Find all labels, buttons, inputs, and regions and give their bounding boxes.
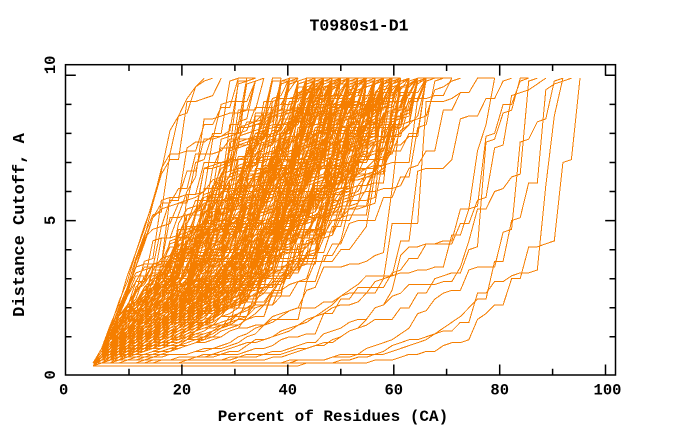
svg-text:Distance Cutoff, A: Distance Cutoff, A bbox=[11, 132, 30, 316]
svg-text:10: 10 bbox=[42, 55, 60, 74]
svg-text:40: 40 bbox=[278, 381, 297, 399]
svg-text:5: 5 bbox=[42, 216, 60, 225]
svg-text:20: 20 bbox=[173, 381, 192, 399]
svg-text:60: 60 bbox=[384, 381, 403, 399]
svg-text:Percent of Residues (CA): Percent of Residues (CA) bbox=[218, 408, 448, 426]
svg-text:0: 0 bbox=[42, 370, 60, 379]
svg-text:100: 100 bbox=[594, 381, 622, 399]
svg-text:0: 0 bbox=[59, 381, 68, 399]
svg-text:T0980s1-D1: T0980s1-D1 bbox=[309, 17, 408, 36]
svg-text:80: 80 bbox=[490, 381, 509, 399]
